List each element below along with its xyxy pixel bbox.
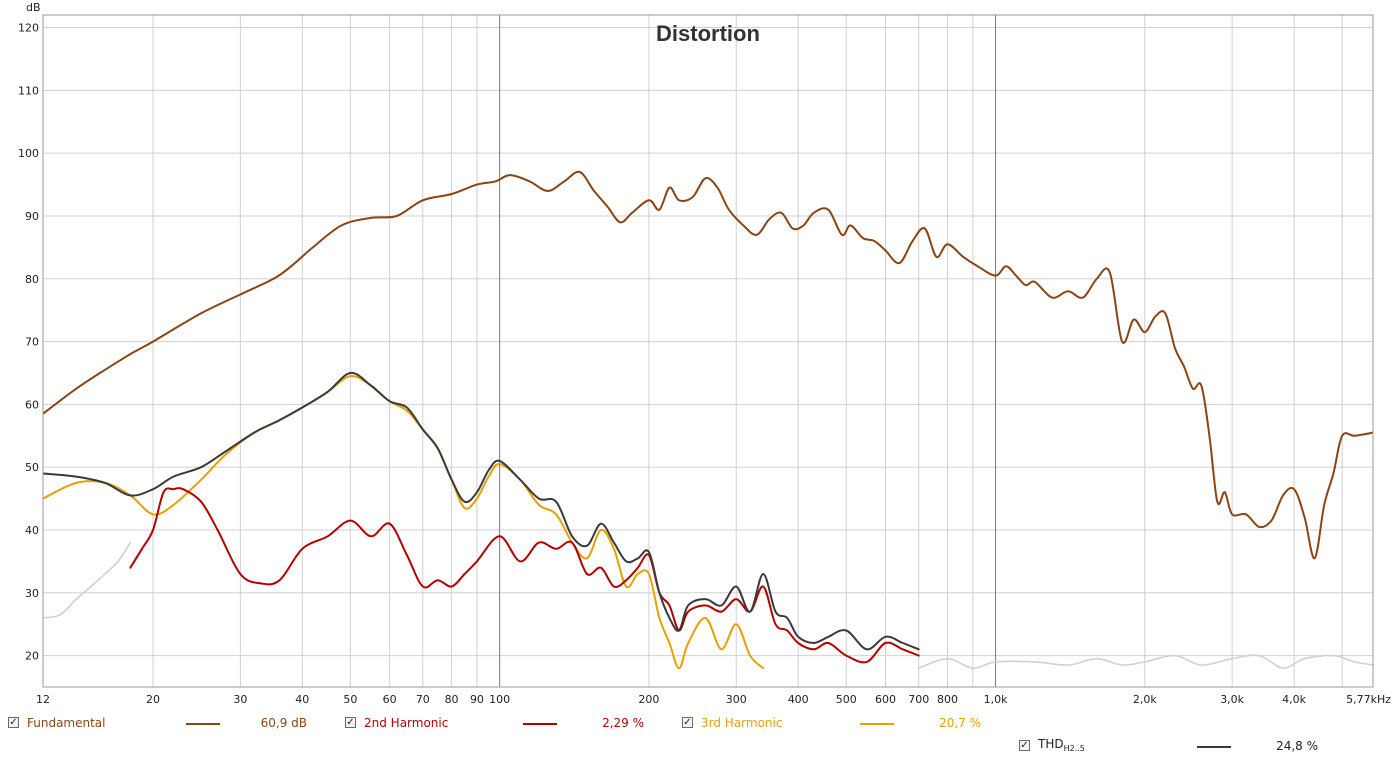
legend-2nd-harmonic-label: 2nd Harmonic [364,716,449,730]
series-line-fundamental [43,170,1373,560]
y-tick-label: 90 [25,210,39,223]
legend: ✓ Fundamental 60,9 dB ✓ 2nd Harmonic 2,2… [0,714,1395,762]
x-tick-label: 700 [908,693,929,706]
x-tick-label: 70 [416,693,430,706]
series-line-2nd-harmonic [129,487,920,664]
y-tick-label: 110 [18,84,39,97]
y-tick-label: 30 [25,587,39,600]
x-tick-label: 90 [470,693,484,706]
x-tick-label: 100 [489,693,510,706]
fundamental-checkbox[interactable]: ✓ [8,717,19,728]
y-tick-label: 70 [25,336,39,349]
chart-axes: 20 30 40 50 60 70 80 90 100 110 120 12 20 30 40 50 60 70 8… [18,14,1391,706]
x-tick-label: 400 [788,693,809,706]
legend-3rd-harmonic-value: 20,7 % [939,716,981,730]
y-axis-unit-label: dB [26,1,41,14]
2nd-harmonic-checkbox[interactable]: ✓ [345,717,356,728]
legend-fundamental-label: Fundamental [27,716,106,730]
x-tick-label: 300 [726,693,747,706]
x-tick-label: 5,77kHz [1346,693,1391,706]
series-line-thd [43,371,920,651]
legend-2nd-harmonic-line [523,723,557,725]
legend-thd-value: 24,8 % [1276,739,1318,753]
legend-3rd-harmonic-label: 3rd Harmonic [701,716,783,730]
legend-fundamental-line [186,723,220,725]
series-line-noise-floor-low [43,541,132,619]
x-tick-label: 500 [836,693,857,706]
y-tick-label: 100 [18,147,39,160]
x-tick-label: 1,0k [984,693,1008,706]
y-tick-label: 80 [25,273,39,286]
check-icon: ✓ [9,717,18,728]
plot-area [43,15,1373,687]
legend-3rd-harmonic-line [860,723,894,725]
legend-fundamental-value: 60,9 dB [260,716,307,730]
x-tick-label: 600 [875,693,896,706]
x-tick-label: 20 [146,693,160,706]
x-tick-label: 12 [36,693,50,706]
legend-thd-name: THD [1038,737,1064,751]
x-tick-label: 40 [295,693,309,706]
check-icon: ✓ [1020,740,1029,751]
series-line-noise-floor-high [917,654,1373,670]
thd-checkbox[interactable]: ✓ [1019,740,1030,751]
legend-thd-line [1197,746,1231,748]
3rd-harmonic-checkbox[interactable]: ✓ [682,717,693,728]
x-tick-label: 2,0k [1133,693,1157,706]
check-icon: ✓ [346,717,355,728]
y-tick-label: 20 [25,650,39,663]
y-tick-label: 50 [25,461,39,474]
x-tick-label: 60 [383,693,397,706]
x-tick-label: 50 [343,693,357,706]
chart-series [43,170,1373,670]
check-icon: ✓ [683,717,692,728]
x-tick-label: 4,0k [1282,693,1306,706]
x-tick-label: 3,0k [1220,693,1244,706]
y-tick-label: 60 [25,398,39,411]
y-tick-label: 40 [25,524,39,537]
chart-title: Distortion [656,21,760,46]
legend-thd-subscript: H2..5 [1063,744,1085,753]
x-tick-label: 200 [638,693,659,706]
chart-grid [43,15,1373,687]
x-tick-label: 30 [233,693,247,706]
plot-frame [42,14,1374,688]
y-tick-label: 120 [18,22,39,35]
legend-thd-label: THDH2..5 [1038,737,1085,753]
x-tick-label: 80 [445,693,459,706]
x-tick-label: 800 [937,693,958,706]
legend-2nd-harmonic-value: 2,29 % [602,716,644,730]
series-line-3rd-harmonic [43,375,765,670]
